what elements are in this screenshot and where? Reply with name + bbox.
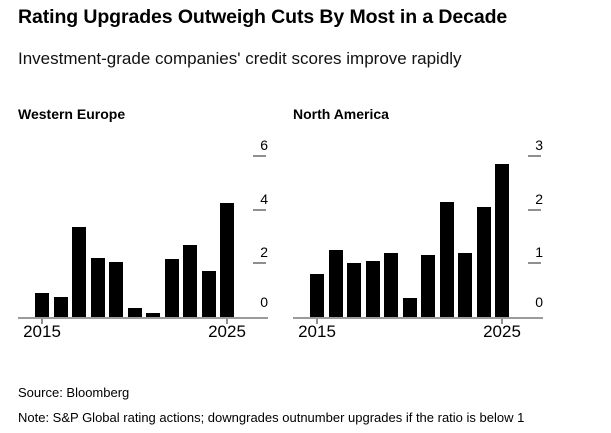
bar-2020: [402, 298, 417, 317]
bar-2015: [35, 292, 49, 317]
y-tick-mark-3: [528, 155, 541, 157]
bar-2018: [90, 258, 105, 317]
panel-title-north-america: North America: [293, 106, 389, 122]
y-tick-mark-2: [528, 208, 541, 211]
bar-2025: [220, 203, 234, 317]
x-tick-label-2015: 2015: [23, 322, 61, 341]
x-tick-mark-2025: [226, 319, 228, 324]
y-tick-mark-1: [528, 262, 541, 265]
y-tick-label-2: 2: [535, 190, 543, 207]
y-tick-label-0: 0: [535, 294, 543, 310]
bar-2024: [201, 271, 216, 317]
bar-2016: [53, 296, 68, 317]
bar-2019: [384, 252, 398, 317]
y-tick-mark-6: [253, 155, 266, 157]
bar-2022: [439, 201, 454, 317]
y-tick-label-6: 6: [260, 137, 268, 153]
bar-2016: [328, 249, 343, 317]
y-tick-mark-4: [253, 208, 266, 211]
y-tick-label-4: 4: [260, 190, 268, 207]
bar-2018: [365, 260, 380, 317]
bar-2019: [109, 262, 123, 317]
x-tick-mark-2015: [316, 319, 318, 324]
panel-north-america: North America 0 1 2 3 2015 2025: [293, 106, 547, 341]
bar-chart-north-america: 0 1 2 3 2015 2025: [293, 138, 543, 341]
y-tick-label-3: 3: [535, 137, 543, 153]
x-axis-line: [18, 317, 268, 319]
x-tick-label-2025: 2025: [208, 322, 246, 341]
bar-2017: [72, 227, 86, 317]
bar-2023: [458, 252, 472, 317]
y-tick-mark-2: [253, 262, 266, 265]
bar-2015: [310, 274, 324, 317]
bar-2025: [495, 164, 509, 317]
bar-2023: [183, 244, 197, 317]
note-text: Note: S&P Global rating actions; downgra…: [18, 410, 525, 425]
x-tick-mark-2015: [41, 319, 43, 324]
y-tick-label-0: 0: [260, 294, 268, 310]
panel-title-western-europe: Western Europe: [18, 106, 126, 122]
figure-title: Rating Upgrades Outweigh Cuts By Most in…: [18, 6, 508, 28]
x-tick-label-2015: 2015: [298, 322, 336, 341]
y-tick-label-2: 2: [260, 244, 268, 261]
source-text: Source: Bloomberg: [18, 385, 130, 400]
panel-western-europe: Western Europe 0 2 4 6 2015 2025: [18, 106, 272, 341]
x-axis-line: [293, 317, 543, 319]
bar-2022: [164, 259, 179, 317]
bar-2020: [127, 307, 142, 317]
bar-2021: [146, 313, 160, 317]
bar-2021: [421, 255, 435, 317]
figure-subtitle: Investment-grade companies' credit score…: [18, 49, 462, 68]
y-tick-label-1: 1: [535, 244, 543, 261]
bar-2017: [347, 263, 361, 317]
x-tick-mark-2025: [501, 319, 503, 324]
bar-chart-western-europe: 0 2 4 6 2015 2025: [18, 138, 268, 341]
bar-2024: [476, 207, 491, 317]
x-tick-label-2025: 2025: [483, 322, 521, 341]
